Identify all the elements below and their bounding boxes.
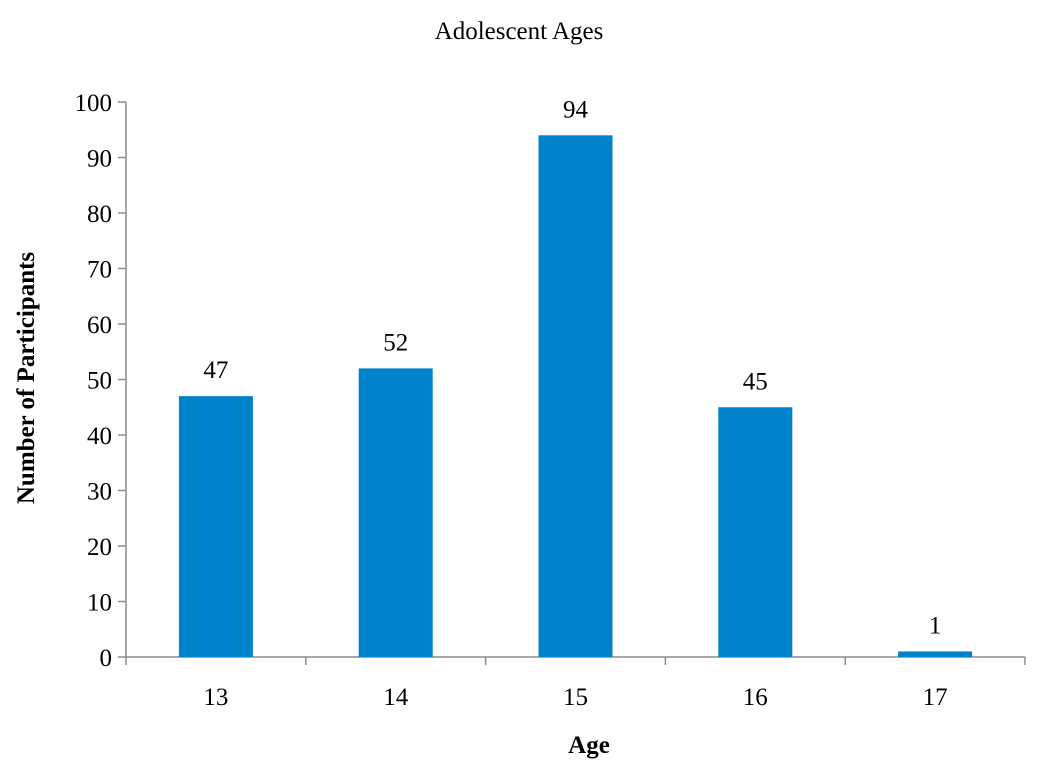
y-tick-label: 0	[100, 645, 113, 672]
y-axis-title: Number of Participants	[13, 252, 40, 505]
data-label-16: 45	[743, 368, 768, 395]
y-axis: 0 10 20 30 40 50 60 70 80 90 100	[75, 90, 127, 672]
x-tick-label: 16	[743, 684, 768, 711]
data-label-14: 52	[383, 329, 408, 356]
bar-17	[898, 651, 973, 657]
bars	[178, 135, 973, 658]
data-label-15: 94	[563, 96, 589, 123]
x-tick-label: 17	[923, 684, 948, 711]
y-tick-label: 10	[87, 590, 112, 617]
x-tick-label: 15	[563, 684, 588, 711]
bar-13	[178, 396, 253, 657]
data-label-17: 1	[929, 612, 942, 639]
bar-15	[538, 135, 613, 658]
x-axis: 13 14 15 16 17	[125, 656, 1026, 711]
y-tick-label: 20	[87, 534, 112, 561]
y-tick-label: 50	[87, 368, 112, 395]
y-tick-label: 100	[75, 90, 113, 117]
y-tick-label: 90	[87, 146, 112, 173]
x-tick-label: 14	[383, 684, 409, 711]
bar-14	[358, 368, 433, 657]
y-tick-label: 70	[87, 257, 112, 284]
x-tick-label: 13	[203, 684, 228, 711]
y-tick-label: 30	[87, 479, 112, 506]
chart-title: Adolescent Ages	[435, 18, 604, 45]
x-axis-title: Age	[568, 732, 610, 759]
data-labels: 47 52 94 45 1	[203, 96, 941, 639]
bar-16	[718, 407, 793, 657]
data-label-13: 47	[203, 357, 228, 384]
y-tick-label: 60	[87, 312, 112, 339]
y-tick-label: 80	[87, 201, 112, 228]
y-tick-label: 40	[87, 423, 112, 450]
